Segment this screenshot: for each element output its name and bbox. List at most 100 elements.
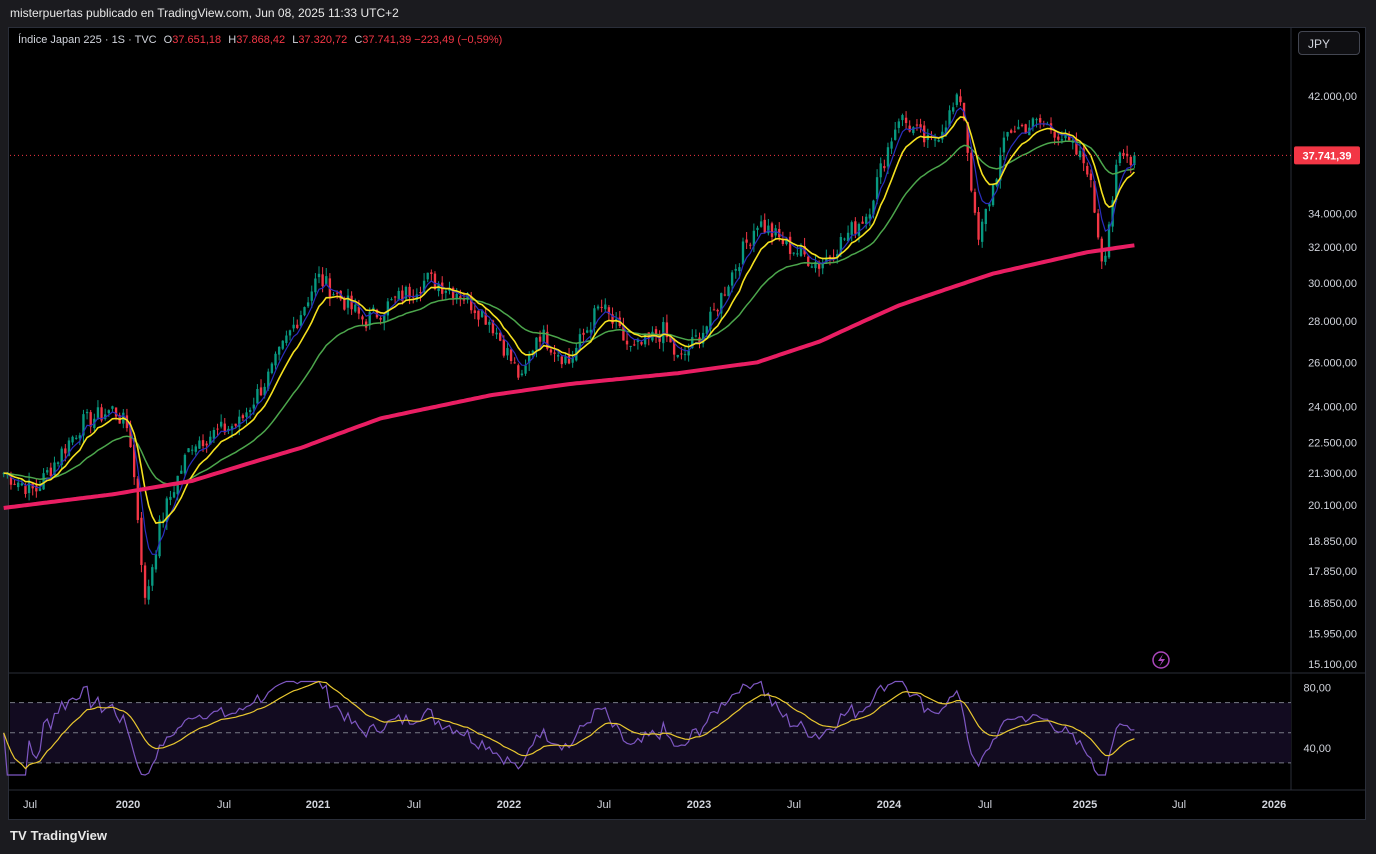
candle-body [78, 435, 81, 439]
candle-body [194, 446, 197, 452]
candle-body [897, 121, 901, 128]
y-tick-label: 34.000,00 [1308, 208, 1357, 220]
candle-body [520, 373, 524, 376]
candle-body [767, 225, 770, 234]
candle-body [582, 332, 585, 335]
candle-body [1129, 156, 1132, 165]
low-value: 37.320,72 [298, 34, 348, 46]
candle-body [241, 415, 245, 419]
x-tick-label: 2023 [687, 799, 711, 811]
candle-body [506, 348, 509, 356]
candle-body [944, 127, 948, 135]
ema-fast-line [3, 107, 1135, 555]
candle-body [676, 354, 679, 357]
candle-body [1013, 131, 1016, 133]
candle-body [158, 519, 161, 557]
candle-body [281, 340, 284, 349]
candle-body [970, 152, 973, 191]
currency-button[interactable]: JPY [1298, 31, 1360, 55]
candle-body [854, 221, 857, 234]
candle-body [705, 326, 708, 334]
candle-body [1111, 200, 1114, 227]
candle-body [560, 356, 563, 365]
x-tick-label: 2024 [877, 799, 902, 811]
candle-body [799, 246, 803, 256]
x-tick-label: 2026 [1262, 799, 1286, 811]
y-tick-label: 16.850,00 [1308, 598, 1357, 610]
candle-body [872, 200, 875, 215]
candle-body [654, 329, 658, 337]
candle-body [433, 273, 437, 290]
candle-body [879, 163, 882, 178]
candle-body [792, 252, 795, 254]
candle-body [13, 483, 16, 485]
candle-body [100, 407, 103, 421]
candle-body [567, 355, 571, 364]
candle-body [499, 332, 502, 341]
candle-body [513, 362, 516, 364]
high-label: H [228, 34, 237, 46]
candle-body [973, 192, 977, 213]
candle-body [190, 449, 194, 451]
candle-body [738, 267, 741, 272]
candle-body [205, 443, 208, 446]
candle-body [408, 286, 411, 298]
candle-body [788, 236, 792, 254]
rsi-ma-line [3, 680, 1135, 770]
candle-body [937, 140, 940, 142]
candle-body [1064, 132, 1067, 139]
candle-body [459, 296, 462, 299]
candle-body [607, 307, 611, 315]
candle-body [1118, 152, 1122, 164]
chart-frame [8, 27, 1366, 820]
y-tick-label: 26.000,00 [1308, 357, 1357, 369]
candle-body [1017, 126, 1020, 130]
candle-body [310, 291, 313, 301]
candle-body [919, 124, 922, 128]
candle-body [966, 122, 969, 153]
tradingview-brand[interactable]: TV TradingView [10, 828, 107, 843]
candle-body [198, 440, 201, 449]
candle-body [727, 286, 730, 297]
candle-body [546, 331, 549, 349]
candle-body [901, 115, 904, 121]
candle-body [825, 257, 828, 262]
candle-body [531, 350, 534, 353]
candle-body [578, 334, 582, 350]
candle-body [107, 410, 110, 414]
candle-body [379, 317, 382, 320]
candle-body [796, 253, 799, 255]
candle-body [1115, 164, 1118, 201]
candle-body [136, 478, 139, 520]
candle-body [96, 407, 100, 419]
candle-body [9, 473, 13, 485]
candle-body [589, 329, 592, 333]
y-tick-label: 15.950,00 [1308, 629, 1357, 641]
candle-body [604, 304, 607, 310]
candle-body [759, 221, 763, 227]
candle-body [984, 208, 987, 225]
candle-body [817, 262, 821, 269]
candle-body [723, 294, 727, 296]
y-tick-label: 28.000,00 [1308, 316, 1357, 328]
x-tick-label: 2025 [1073, 799, 1097, 811]
candle-body [698, 337, 701, 344]
candle-body [299, 315, 303, 326]
candle-body [857, 224, 861, 236]
candle-body [585, 330, 589, 333]
candle-body [1093, 181, 1096, 213]
candle-body [828, 256, 832, 258]
candle-body [38, 488, 42, 492]
candle-body [245, 412, 248, 417]
candle-body [687, 350, 690, 356]
y-tick-label: 42.000,00 [1308, 91, 1357, 103]
ema-mid-line [3, 116, 1135, 524]
candle-body [114, 407, 118, 417]
close-value: 37.741,39 [362, 34, 412, 46]
candle-body [256, 389, 259, 404]
candle-body [991, 183, 995, 206]
candle-body [622, 325, 625, 341]
candle-body [1053, 131, 1056, 138]
candle-body [1020, 124, 1024, 126]
